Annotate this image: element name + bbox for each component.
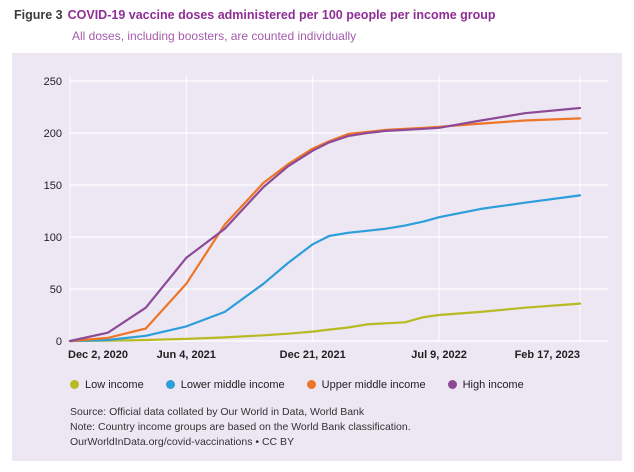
legend-label: Upper middle income (321, 378, 426, 391)
note-line: Note: Country income groups are based on… (70, 420, 411, 433)
figure-subtitle: All doses, including boosters, are count… (72, 28, 357, 43)
attribution-line: OurWorldInData.org/covid-vaccinations • … (70, 436, 295, 449)
figure-title: COVID-19 vaccine doses administered per … (67, 8, 496, 22)
legend-label: Low income (85, 378, 144, 391)
svg-text:Feb 17, 2023: Feb 17, 2023 (515, 349, 580, 361)
svg-text:Jul 9, 2022: Jul 9, 2022 (411, 349, 467, 361)
chart-panel: 0 50 100 150 200 250 Dec 2, 2020 Jun 4, 2021 Dec… (12, 52, 622, 461)
legend-dot (447, 380, 457, 390)
legend-dot (70, 380, 79, 390)
svg-text:Jun 4, 2021: Jun 4, 2021 (157, 349, 216, 361)
svg-text:250: 250 (44, 76, 62, 88)
legend-dot (165, 380, 175, 390)
svg-text:150: 150 (44, 180, 62, 192)
figure-title-line: Figure 3 COVID-19 vaccine doses administe… (14, 8, 622, 24)
svg-text:200: 200 (44, 128, 62, 140)
legend-item-high-income[interactable]: High income (447, 378, 524, 391)
legend-label: High income (462, 378, 524, 391)
svg-text:50: 50 (50, 284, 62, 296)
legend-item-low-income[interactable]: Low income (70, 379, 144, 391)
svg-text:0: 0 (56, 336, 62, 348)
source-note: Source: Official data collated by Our Wo… (70, 405, 622, 451)
chart-legend: Low income Lower middle income Upper middl… (70, 379, 622, 391)
legend-item-lower-middle-income[interactable]: Lower middle income (165, 378, 285, 391)
line-chart: 0 50 100 150 200 250 Dec 2, 2020 Jun 4, 2021 Dec… (44, 74, 608, 361)
source-line: Source: Official data collated by Our Wo… (70, 405, 365, 418)
figure-label: Figure 3 (14, 8, 63, 22)
svg-text:Dec 21, 2021: Dec 21, 2021 (280, 349, 346, 361)
svg-text:Dec 2, 2020: Dec 2, 2020 (68, 349, 128, 361)
svg-text:100: 100 (44, 232, 62, 244)
figure-header: Figure 3 COVID-19 vaccine doses administe… (0, 0, 634, 43)
legend-dot (306, 380, 316, 390)
legend-item-upper-middle-income[interactable]: Upper middle income (306, 378, 426, 391)
legend-label: Lower middle income (180, 378, 285, 391)
figure-page: Figure 3 COVID-19 vaccine doses administe… (0, 0, 634, 461)
